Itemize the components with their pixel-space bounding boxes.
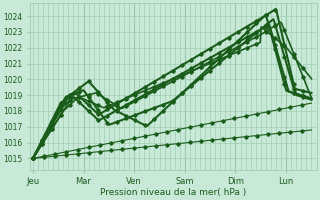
X-axis label: Pression niveau de la mer( hPa ): Pression niveau de la mer( hPa ): [100, 188, 247, 197]
